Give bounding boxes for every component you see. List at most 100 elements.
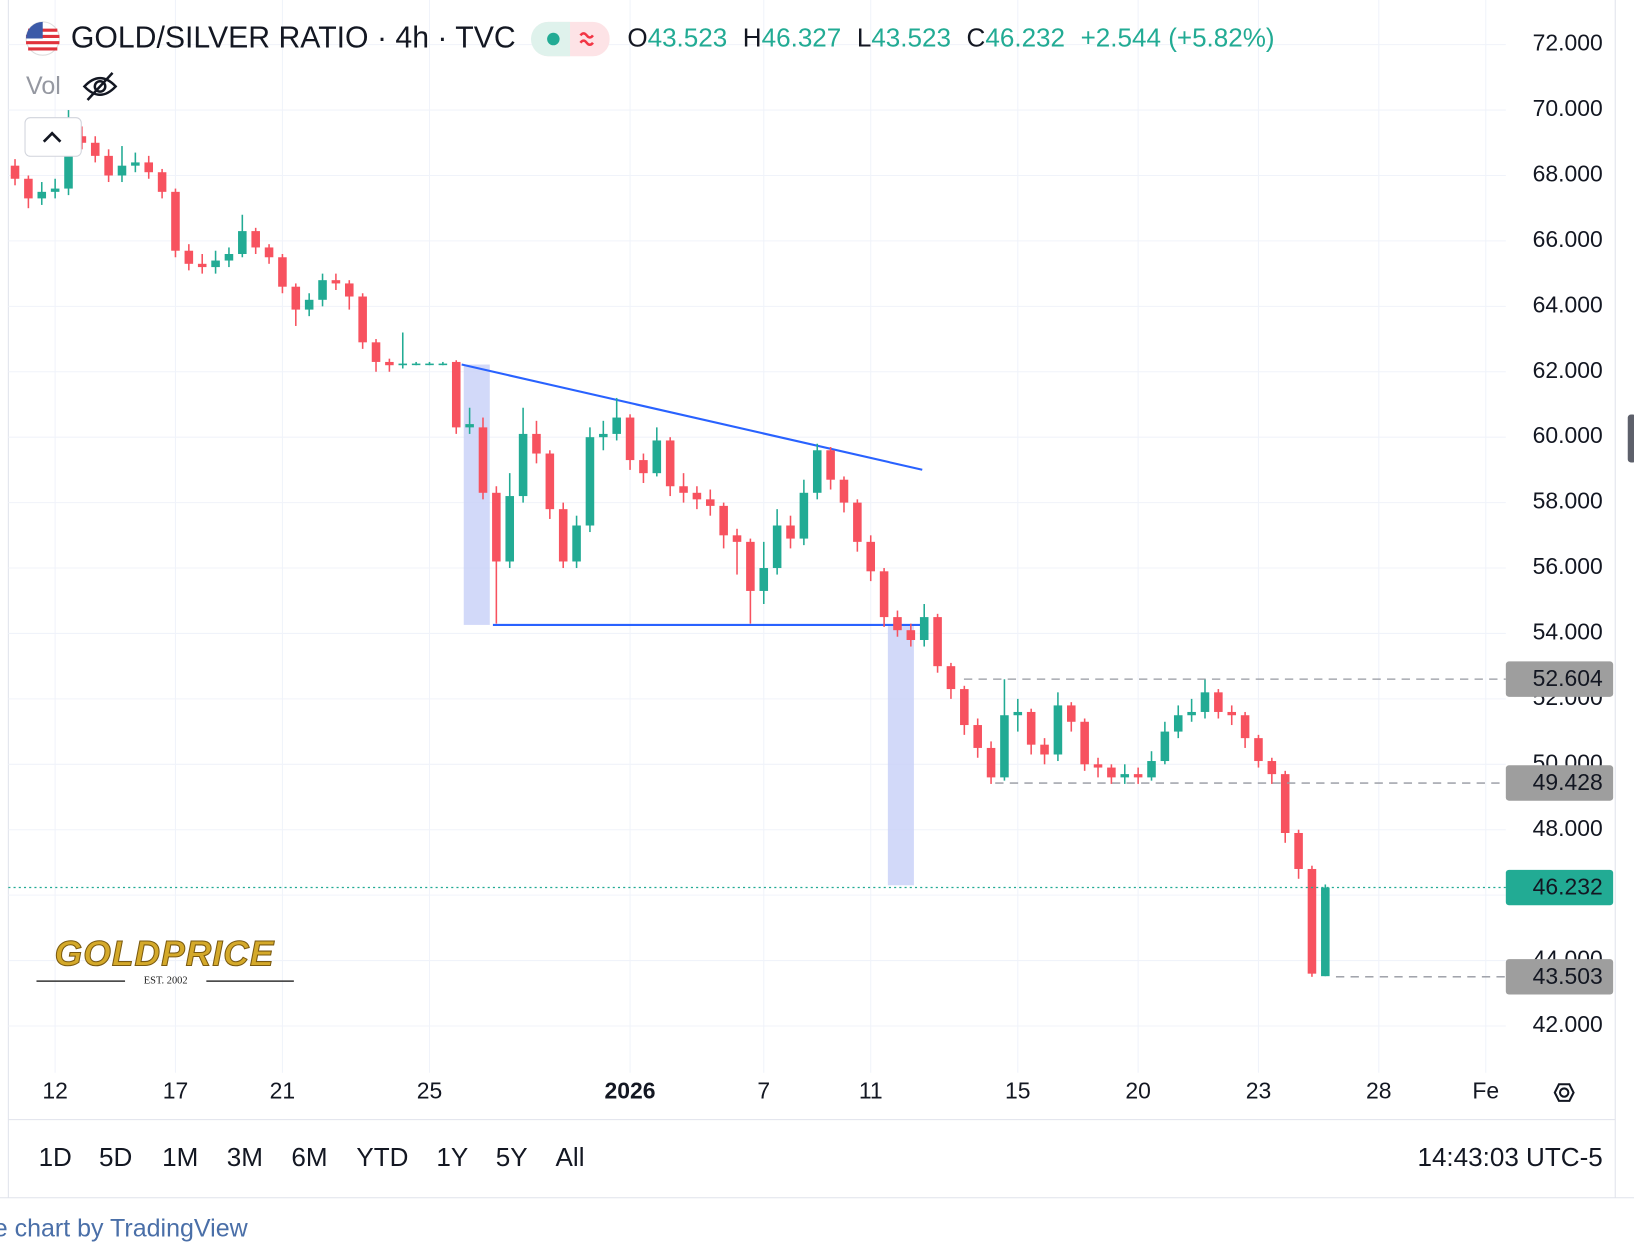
ohlc-key: O xyxy=(627,22,647,52)
x-tick-label: 17 xyxy=(163,1078,188,1104)
price-badge-label: 43.503 xyxy=(1533,963,1603,989)
candle-body xyxy=(893,617,902,631)
candle-body xyxy=(719,505,728,536)
x-tick-label: Fe xyxy=(1472,1078,1499,1104)
candle-body xyxy=(90,142,100,156)
ohlc: O43.523 H46.327 L43.523 C46.232 +2.544 (… xyxy=(627,22,1274,52)
candle-body xyxy=(879,571,889,618)
candle-body xyxy=(318,280,327,300)
candle-body xyxy=(1120,774,1130,778)
candle-body xyxy=(960,689,969,726)
hide-icon[interactable] xyxy=(82,72,118,101)
ohlc-key: C xyxy=(967,22,986,52)
logo-name: GOLDPRICE xyxy=(55,933,275,973)
candle-body xyxy=(77,136,87,143)
status-dot xyxy=(547,32,560,46)
y-tick-label: 70.000 xyxy=(1533,95,1603,121)
x-tick-label: 28 xyxy=(1366,1078,1391,1104)
candle-body xyxy=(732,535,742,542)
candle-body xyxy=(946,666,956,690)
candle-body xyxy=(50,188,60,192)
clock: 14:43:03 UTC-5 xyxy=(1417,1142,1602,1172)
candle-body xyxy=(371,342,381,362)
range-button[interactable]: 1M xyxy=(162,1142,198,1172)
range-button[interactable]: 5D xyxy=(99,1142,132,1172)
candle-body xyxy=(1093,764,1103,768)
candle-body xyxy=(1160,731,1170,762)
y-tick-label: 48.000 xyxy=(1533,815,1603,841)
candle-body xyxy=(465,424,474,428)
candle-body xyxy=(1294,832,1303,869)
range-button[interactable]: 3M xyxy=(227,1142,263,1172)
candle-body xyxy=(144,162,154,173)
attribution[interactable]: e chart by TradingView xyxy=(0,1215,249,1243)
candle-body xyxy=(692,492,702,500)
candle-body xyxy=(1133,774,1143,778)
trend-line[interactable] xyxy=(461,363,923,471)
candle-body xyxy=(906,630,916,640)
ohlc-key: H xyxy=(743,22,762,52)
candle-body xyxy=(786,525,795,539)
ohlc-value: 46.232 xyxy=(985,22,1065,52)
y-tick-label: 72.000 xyxy=(1533,30,1603,56)
candle-body xyxy=(599,433,608,438)
candle-body xyxy=(1240,715,1250,739)
side-tab[interactable] xyxy=(1627,414,1634,463)
collapse-icon xyxy=(42,131,62,143)
candle-body xyxy=(411,363,421,366)
range-bar: 1D 5D 1M 3M 6M YTD 1Y 5Y All xyxy=(39,1142,585,1172)
candle-body xyxy=(973,725,982,748)
candle-body xyxy=(224,253,234,261)
candle-body xyxy=(398,363,408,366)
candle-body xyxy=(438,363,448,366)
price-badge-label: 52.604 xyxy=(1533,665,1603,691)
candle-body xyxy=(612,417,621,434)
range-button[interactable]: 1Y xyxy=(436,1142,468,1172)
y-tick-label: 56.000 xyxy=(1533,553,1603,579)
candle-body xyxy=(10,165,20,179)
candle-body xyxy=(64,136,73,189)
shaded-range xyxy=(887,624,914,886)
candle-body xyxy=(665,440,675,487)
price-badge xyxy=(1505,765,1614,801)
candle-body xyxy=(772,525,782,569)
candle-body xyxy=(639,460,648,474)
candle-body xyxy=(1080,721,1089,765)
ohlc-value: 43.523 xyxy=(648,22,728,52)
candle-body xyxy=(1200,692,1210,712)
candle-body xyxy=(826,450,835,480)
range-button[interactable]: 1D xyxy=(39,1142,72,1172)
candle-body xyxy=(545,453,555,510)
candle-body xyxy=(839,479,849,503)
collapse-button[interactable] xyxy=(24,117,82,157)
range-button[interactable]: All xyxy=(556,1142,585,1172)
candle-body xyxy=(518,433,528,497)
candle-body xyxy=(1000,715,1009,778)
y-tick-label: 54.000 xyxy=(1533,619,1603,645)
y-tick-label: 64.000 xyxy=(1533,291,1603,317)
range-button[interactable]: 6M xyxy=(291,1142,327,1172)
candle-body xyxy=(211,260,220,268)
candle-body xyxy=(1227,711,1237,716)
candle-body xyxy=(304,299,314,310)
price-badge xyxy=(1505,869,1614,906)
price-badge xyxy=(1505,661,1614,697)
y-tick-label: 60.000 xyxy=(1533,422,1603,448)
candle-body xyxy=(331,280,341,284)
x-tick-label: 25 xyxy=(417,1078,442,1104)
candle-body xyxy=(492,492,501,562)
flag-canton xyxy=(26,21,43,39)
settings-icon[interactable] xyxy=(1553,1083,1575,1102)
candle-body xyxy=(986,747,996,778)
candle-body xyxy=(291,286,301,310)
range-button[interactable]: YTD xyxy=(356,1142,408,1172)
candle-body xyxy=(1053,705,1063,755)
y-tick-label: 58.000 xyxy=(1533,488,1603,514)
candle-body xyxy=(933,617,942,667)
header: GOLD/SILVER RATIO · 4h · TVC O43.523 H46… xyxy=(24,21,1275,157)
candle-body xyxy=(866,541,876,572)
range-button[interactable]: 5Y xyxy=(496,1142,528,1172)
